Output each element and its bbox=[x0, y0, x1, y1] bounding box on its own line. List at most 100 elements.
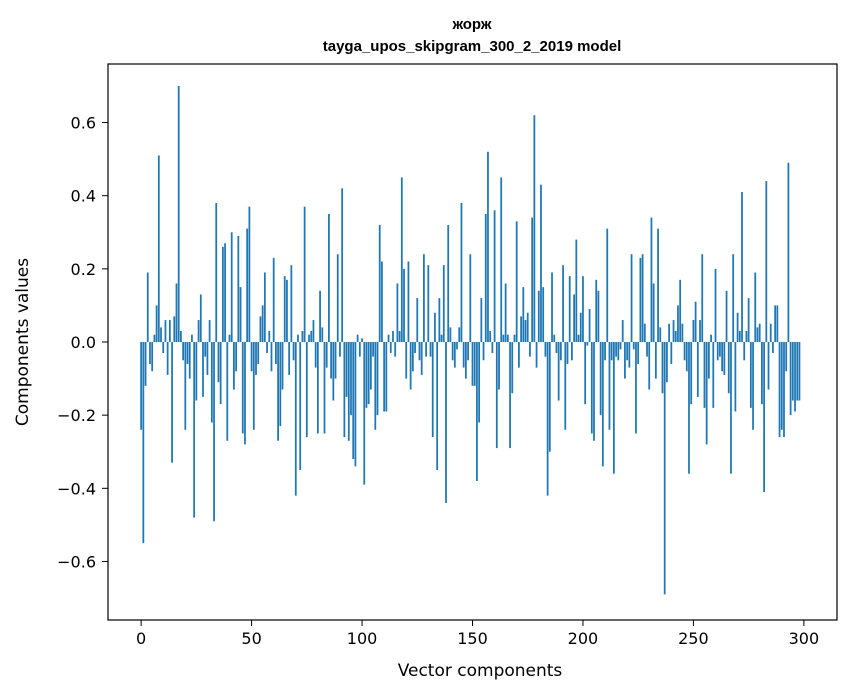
bar bbox=[146, 272, 149, 342]
bar bbox=[719, 342, 721, 357]
bar bbox=[153, 334, 156, 342]
bar bbox=[199, 294, 202, 342]
bar bbox=[339, 342, 341, 357]
bar bbox=[316, 342, 319, 434]
bar bbox=[166, 342, 169, 375]
bar bbox=[531, 217, 534, 342]
chart-title: жорж bbox=[451, 16, 491, 33]
x-tick-label: 150 bbox=[457, 629, 488, 648]
bar bbox=[312, 320, 315, 342]
bar bbox=[142, 342, 145, 544]
bar bbox=[462, 342, 465, 368]
bar bbox=[411, 342, 414, 372]
bar bbox=[772, 342, 774, 353]
bar bbox=[279, 342, 282, 427]
bar bbox=[520, 316, 522, 342]
y-axis-label: Components values bbox=[13, 258, 33, 426]
bar bbox=[535, 342, 538, 368]
bar bbox=[431, 342, 434, 438]
bar bbox=[476, 342, 478, 481]
bar bbox=[157, 155, 160, 342]
bar bbox=[504, 283, 507, 342]
bar bbox=[244, 342, 246, 445]
bar bbox=[500, 177, 503, 342]
bar bbox=[237, 235, 240, 342]
bar bbox=[727, 342, 730, 394]
bar bbox=[255, 342, 257, 375]
bar bbox=[440, 334, 443, 342]
bar bbox=[540, 184, 542, 342]
bar bbox=[197, 320, 200, 342]
bar bbox=[573, 294, 575, 342]
bar bbox=[584, 342, 587, 405]
bar bbox=[250, 342, 253, 372]
bar bbox=[732, 254, 735, 342]
bar bbox=[635, 342, 637, 434]
bar bbox=[641, 254, 644, 342]
bar bbox=[559, 342, 562, 361]
bar bbox=[515, 221, 518, 342]
bar bbox=[405, 342, 408, 379]
bar bbox=[228, 334, 231, 342]
bar bbox=[321, 327, 324, 342]
bar bbox=[354, 342, 357, 467]
bar bbox=[257, 342, 260, 364]
x-tick-label: 0 bbox=[136, 629, 146, 648]
bar bbox=[233, 342, 235, 390]
bar bbox=[774, 305, 777, 342]
bar bbox=[252, 342, 255, 430]
bar bbox=[162, 342, 165, 353]
bar bbox=[632, 342, 635, 350]
bar bbox=[387, 334, 390, 342]
bar bbox=[661, 342, 664, 394]
bar bbox=[738, 331, 741, 342]
bar bbox=[780, 342, 783, 430]
bar bbox=[330, 342, 332, 379]
bar bbox=[213, 342, 215, 522]
bar bbox=[230, 232, 233, 342]
bar bbox=[319, 290, 321, 342]
bar bbox=[372, 342, 374, 357]
bar bbox=[621, 320, 624, 342]
bar bbox=[489, 331, 492, 342]
bar bbox=[526, 312, 529, 342]
bar bbox=[529, 342, 531, 357]
bar bbox=[193, 342, 196, 518]
bar bbox=[427, 265, 430, 342]
bar bbox=[610, 342, 613, 361]
bar bbox=[696, 342, 699, 397]
bar bbox=[184, 342, 187, 430]
bar bbox=[303, 206, 306, 342]
bar bbox=[699, 320, 701, 342]
bar bbox=[650, 217, 653, 342]
bar bbox=[791, 342, 794, 401]
bar bbox=[416, 298, 419, 342]
bar bbox=[182, 342, 184, 361]
bar bbox=[367, 342, 370, 405]
bar bbox=[694, 301, 697, 342]
bar bbox=[392, 331, 394, 342]
bar bbox=[332, 342, 335, 401]
bar bbox=[447, 224, 450, 342]
bar bbox=[710, 334, 712, 342]
bar bbox=[537, 290, 540, 342]
bar bbox=[765, 181, 768, 342]
bar bbox=[787, 162, 790, 342]
bar bbox=[763, 342, 765, 492]
bar bbox=[601, 342, 604, 467]
bar bbox=[400, 177, 403, 342]
bar bbox=[789, 342, 792, 416]
bar bbox=[796, 342, 799, 401]
bar bbox=[259, 316, 262, 342]
bar bbox=[721, 342, 724, 372]
bar bbox=[705, 342, 708, 445]
bar bbox=[743, 342, 746, 361]
bar bbox=[239, 287, 242, 342]
bar bbox=[701, 254, 704, 342]
bar bbox=[263, 272, 266, 342]
bar bbox=[442, 265, 445, 342]
bar bbox=[186, 342, 189, 364]
y-tick-label: −0.4 bbox=[57, 479, 96, 498]
bar bbox=[469, 254, 472, 342]
bar bbox=[288, 342, 291, 375]
